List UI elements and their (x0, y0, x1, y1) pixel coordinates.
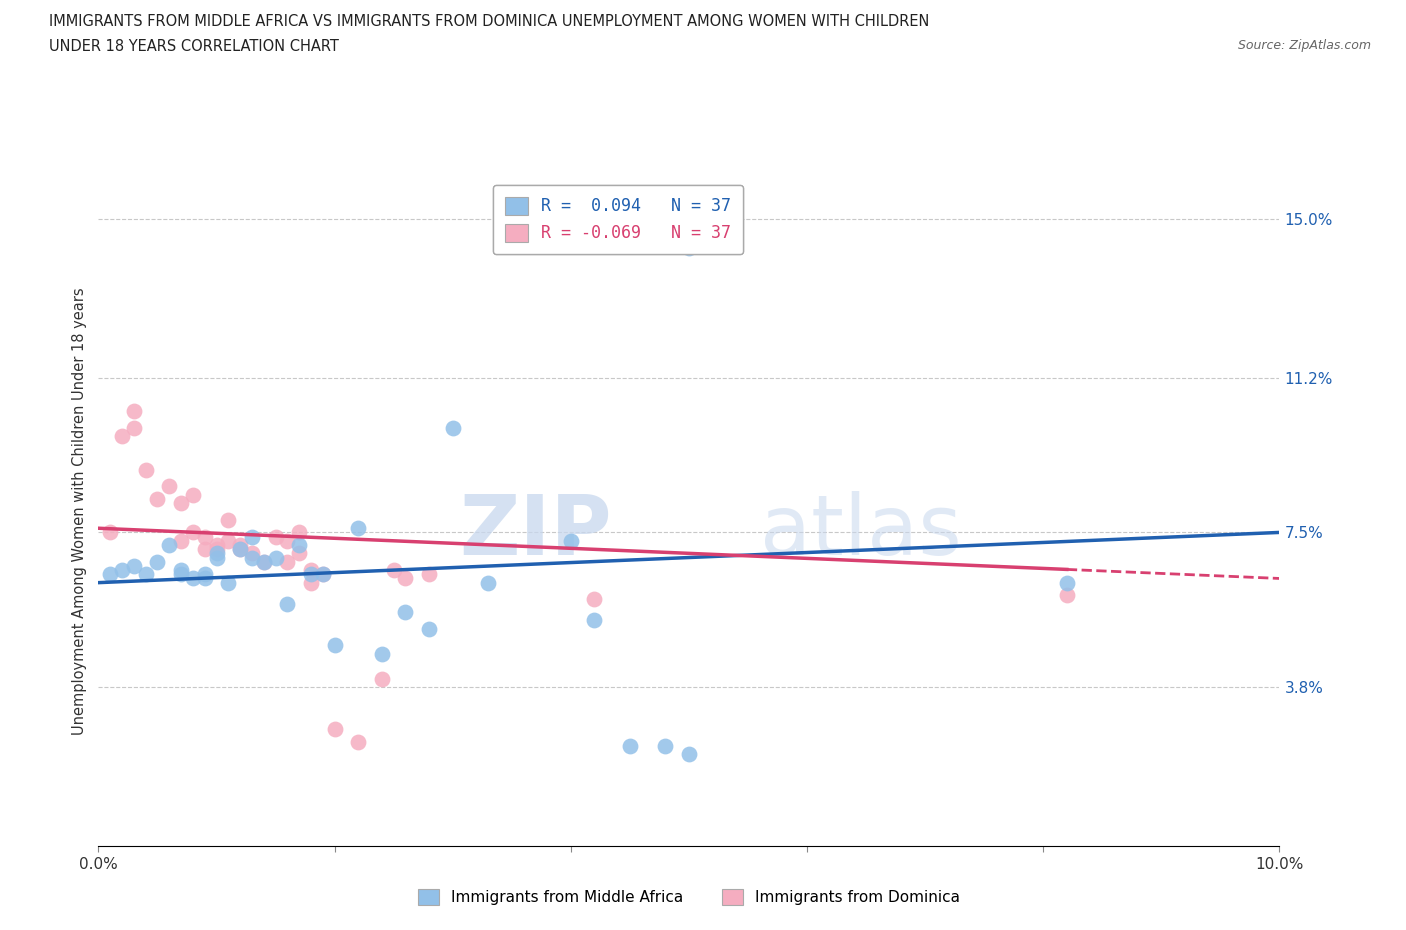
Text: IMMIGRANTS FROM MIDDLE AFRICA VS IMMIGRANTS FROM DOMINICA UNEMPLOYMENT AMONG WOM: IMMIGRANTS FROM MIDDLE AFRICA VS IMMIGRA… (49, 14, 929, 29)
Text: UNDER 18 YEARS CORRELATION CHART: UNDER 18 YEARS CORRELATION CHART (49, 39, 339, 54)
Point (181, 525, 204, 540)
Point (347, 735, 370, 750)
Point (181, 571, 204, 586)
Point (288, 525, 311, 540)
Point (98, 567, 121, 582)
Point (264, 529, 287, 544)
Point (122, 420, 145, 435)
Point (240, 546, 263, 561)
Point (240, 551, 263, 565)
Point (135, 462, 157, 477)
Point (170, 567, 193, 582)
Point (418, 621, 440, 636)
Legend: Immigrants from Middle Africa, Immigrants from Dominica: Immigrants from Middle Africa, Immigrant… (411, 882, 967, 913)
Point (111, 429, 134, 444)
Point (217, 575, 239, 591)
Point (323, 722, 346, 737)
Point (371, 646, 394, 661)
Point (441, 420, 464, 435)
Point (194, 567, 217, 582)
Point (418, 567, 440, 582)
Point (678, 747, 700, 762)
Point (1056, 575, 1078, 591)
Point (98, 525, 121, 540)
Point (583, 592, 606, 607)
Point (253, 554, 276, 569)
Point (170, 534, 193, 549)
Point (205, 538, 228, 552)
Point (299, 567, 322, 582)
Point (299, 563, 322, 578)
Point (276, 534, 298, 549)
Point (347, 521, 370, 536)
Point (288, 538, 311, 552)
Point (312, 567, 335, 582)
Point (217, 534, 239, 549)
Point (157, 538, 180, 552)
Point (654, 738, 676, 753)
Point (264, 551, 287, 565)
Point (181, 487, 204, 502)
Point (288, 546, 311, 561)
Point (170, 563, 193, 578)
Point (146, 492, 169, 507)
Point (276, 554, 298, 569)
Point (382, 563, 405, 578)
Point (194, 571, 217, 586)
Point (253, 554, 276, 569)
Point (394, 604, 416, 619)
Point (312, 567, 335, 582)
Point (146, 554, 169, 569)
Point (477, 575, 499, 591)
Point (157, 479, 180, 494)
Point (205, 551, 228, 565)
Point (194, 542, 217, 557)
Point (170, 496, 193, 511)
Point (394, 571, 416, 586)
Point (122, 404, 145, 418)
Point (240, 529, 263, 544)
Point (205, 546, 228, 561)
Point (583, 613, 606, 628)
Point (1056, 588, 1078, 603)
Legend: R =  0.094   N = 37, R = -0.069   N = 37: R = 0.094 N = 37, R = -0.069 N = 37 (494, 185, 744, 254)
Point (229, 538, 252, 552)
Point (299, 575, 322, 591)
Point (229, 542, 252, 557)
Point (205, 542, 228, 557)
Point (371, 671, 394, 686)
Y-axis label: Unemployment Among Women with Children Under 18 years: Unemployment Among Women with Children U… (72, 287, 87, 736)
Text: Source: ZipAtlas.com: Source: ZipAtlas.com (1237, 39, 1371, 52)
Point (619, 738, 641, 753)
Point (276, 596, 298, 611)
Text: ZIP: ZIP (460, 491, 612, 572)
Text: atlas: atlas (759, 491, 962, 572)
Point (229, 542, 252, 557)
Point (217, 512, 239, 527)
Point (678, 241, 700, 256)
Point (194, 529, 217, 544)
Point (122, 558, 145, 573)
Point (135, 567, 157, 582)
Point (111, 563, 134, 578)
Point (560, 534, 582, 549)
Point (323, 638, 346, 653)
